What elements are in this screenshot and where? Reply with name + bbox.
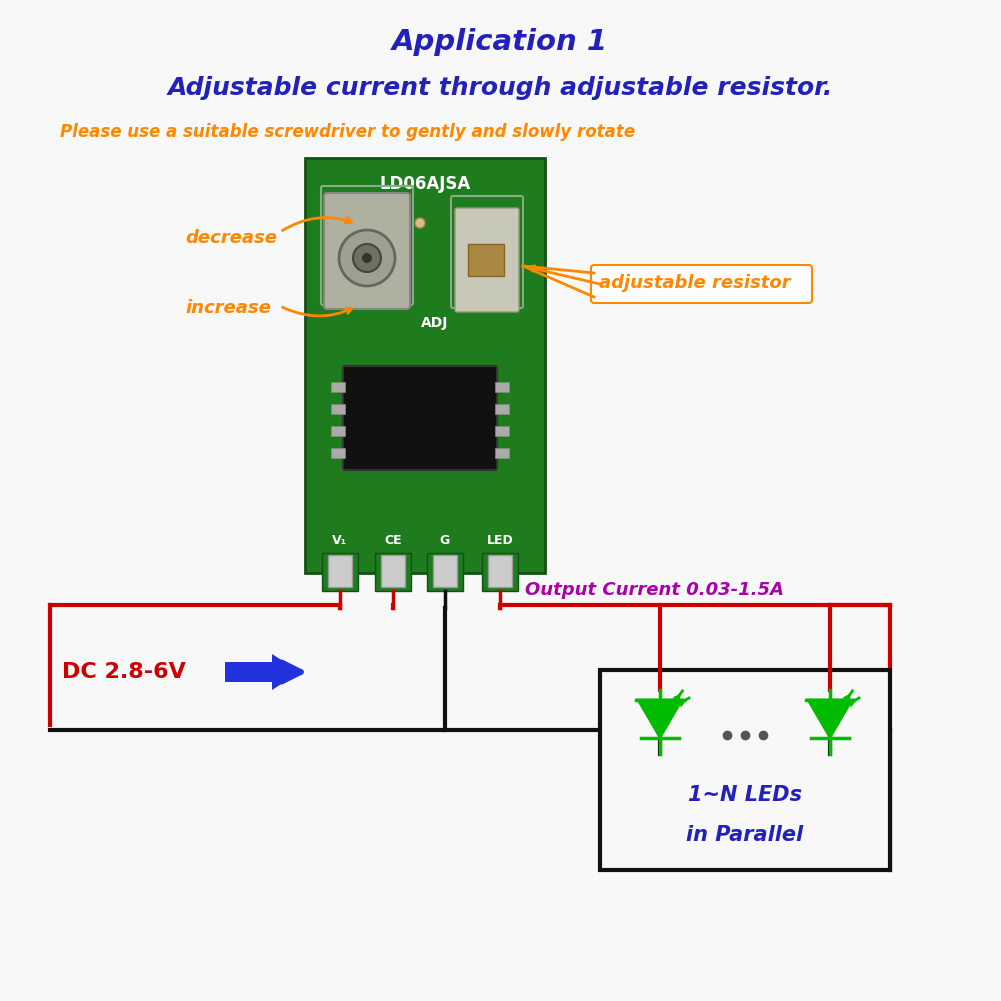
Bar	[331, 426, 345, 436]
Circle shape	[353, 244, 381, 272]
Text: ADJ: ADJ	[421, 316, 448, 330]
Bar	[305, 158, 545, 573]
Polygon shape	[638, 700, 683, 738]
Circle shape	[415, 218, 425, 228]
Bar	[322, 553, 358, 591]
FancyArrow shape	[225, 654, 300, 690]
Bar	[433, 555, 457, 587]
Bar	[482, 553, 518, 591]
Text: G: G	[439, 534, 450, 547]
Text: Adjustable current through adjustable resistor.: Adjustable current through adjustable re…	[167, 76, 833, 100]
Bar	[427, 553, 463, 591]
Bar	[381, 555, 405, 587]
Bar	[331, 404, 345, 414]
Bar	[328, 555, 352, 587]
Bar	[495, 448, 509, 458]
Bar	[495, 382, 509, 392]
Polygon shape	[808, 700, 853, 738]
Text: 1~N LEDs: 1~N LEDs	[688, 785, 802, 805]
Text: increase: increase	[185, 299, 271, 317]
Bar	[495, 426, 509, 436]
Bar	[468, 244, 504, 276]
Circle shape	[339, 230, 395, 286]
Text: Please use a suitable screwdriver to gently and slowly rotate: Please use a suitable screwdriver to gen…	[60, 123, 635, 141]
Text: in Parallel: in Parallel	[687, 825, 804, 845]
Text: Application 1: Application 1	[392, 28, 608, 56]
FancyBboxPatch shape	[591, 265, 812, 303]
Bar	[600, 670, 890, 870]
Text: Output Current 0.03-1.5A: Output Current 0.03-1.5A	[525, 581, 784, 599]
Circle shape	[362, 253, 372, 263]
Bar	[331, 382, 345, 392]
Bar	[375, 553, 411, 591]
Text: CE: CE	[384, 534, 401, 547]
Bar	[331, 448, 345, 458]
Text: adjustable resistor: adjustable resistor	[599, 274, 791, 292]
FancyBboxPatch shape	[324, 193, 410, 309]
Bar	[488, 555, 512, 587]
FancyBboxPatch shape	[343, 366, 497, 470]
Text: V₁: V₁	[332, 534, 347, 547]
Bar	[495, 404, 509, 414]
FancyBboxPatch shape	[455, 208, 519, 312]
Text: decrease: decrease	[185, 229, 277, 247]
Text: LED: LED	[486, 534, 514, 547]
Text: LD06AJSA: LD06AJSA	[379, 175, 470, 193]
Text: DC 2.8-6V: DC 2.8-6V	[62, 662, 186, 682]
